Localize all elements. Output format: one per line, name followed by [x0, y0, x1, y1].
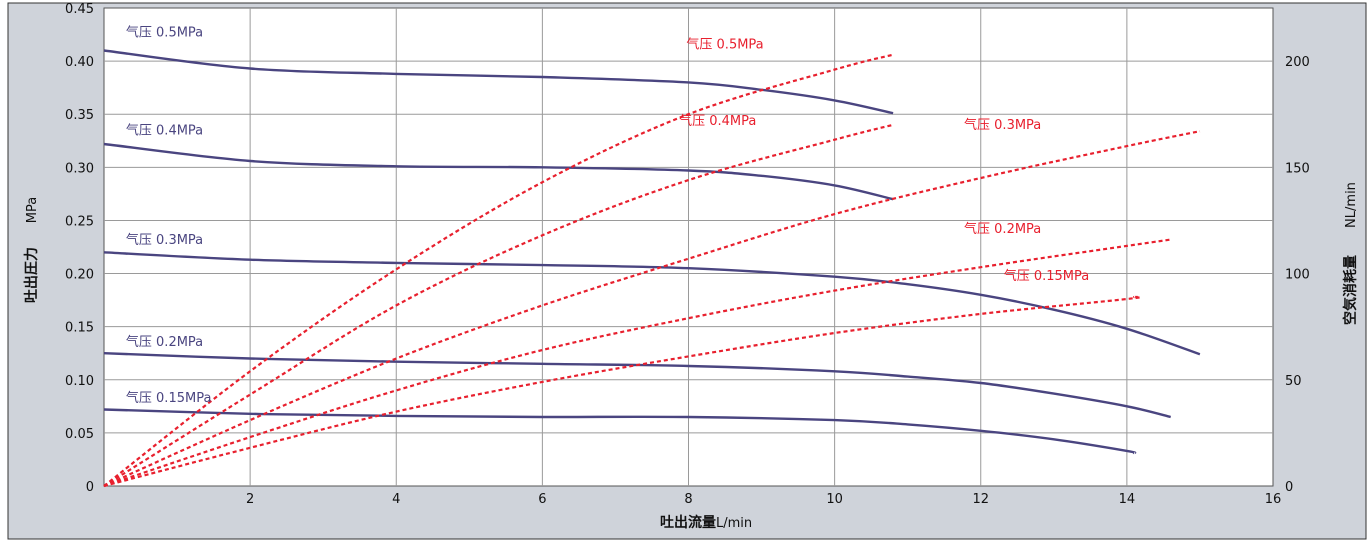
- air-series-label: 气压 0.15MPa: [1004, 268, 1090, 284]
- y-tick-label: 0.20: [65, 268, 94, 283]
- x-tick-label: 2: [246, 492, 254, 507]
- air-series-label: 气压 0.4MPa: [679, 113, 756, 129]
- series-layer: [103, 49, 1201, 488]
- grid: [104, 8, 1273, 486]
- y-tick-label: 0.45: [65, 2, 94, 17]
- air-series-label: 气压 0.2MPa: [964, 221, 1041, 237]
- y-axis-unit: MPa: [25, 197, 40, 223]
- x-tick-label: 16: [1265, 492, 1282, 507]
- y-tick-label: 0.05: [65, 427, 94, 442]
- pressure-line: [103, 408, 1137, 455]
- x-axis-unit: L/min: [716, 516, 752, 531]
- y-tick-label: 0.40: [65, 55, 94, 70]
- y2-axis-title: 空気消耗量: [1342, 255, 1359, 325]
- y2-tick-label: 0: [1285, 480, 1293, 495]
- y2-axis-unit: NL/min: [1344, 182, 1359, 228]
- x-tick-label: 12: [972, 492, 989, 507]
- air-consumption-line: [103, 130, 1201, 488]
- pressure-series-label: 气压 0.3MPa: [126, 232, 203, 248]
- y-tick-label: 0.35: [65, 108, 94, 123]
- y2-tick-label: 200: [1285, 55, 1310, 70]
- x-axis-title: 吐出流量: [660, 514, 716, 531]
- air-consumption-line: [103, 53, 894, 487]
- pressure-series-label: 气压 0.2MPa: [126, 334, 203, 350]
- tick-labels: 2 4 6 8 10 12 14 1600.050.100.150.200.250.300.3…: [65, 2, 1310, 507]
- air-series-label: 气压 0.3MPa: [964, 117, 1041, 133]
- pressure-line: [103, 142, 894, 201]
- y-tick-label: 0.30: [65, 161, 94, 176]
- pressure-series-label: 气压 0.5MPa: [126, 25, 203, 41]
- x-tick-label: 8: [684, 492, 692, 507]
- y-tick-label: 0.25: [65, 214, 94, 229]
- y2-tick-label: 150: [1285, 161, 1310, 176]
- y2-tick-label: 100: [1285, 268, 1310, 283]
- pressure-series-label: 气压 0.15MPa: [126, 390, 212, 406]
- air-series-label: 气压 0.5MPa: [686, 36, 763, 52]
- air-consumption-line: [103, 123, 894, 487]
- y-tick-label: 0.10: [65, 374, 94, 389]
- pressure-line: [103, 251, 1201, 356]
- pressure-series-label: 气压 0.4MPa: [126, 122, 203, 138]
- pressure-line: [103, 352, 1171, 419]
- y-tick-label: 0: [86, 480, 94, 495]
- pressure-line: [103, 49, 894, 115]
- air-consumption-line: [103, 238, 1171, 488]
- series-labels: 气压 0.5MPa 气压 0.4MPa 气压 0.3MPa 气压 0.2MPa 气压 0…: [126, 25, 1089, 406]
- y2-tick-label: 50: [1285, 374, 1302, 389]
- y-axis-title: 吐出圧力: [23, 247, 40, 303]
- x-tick-label: 6: [538, 492, 546, 507]
- air-consumption-line: [103, 295, 1142, 488]
- x-tick-label: 14: [1119, 492, 1136, 507]
- y-tick-label: 0.15: [65, 321, 94, 336]
- x-tick-label: 4: [392, 492, 400, 507]
- x-tick-label: 10: [826, 492, 843, 507]
